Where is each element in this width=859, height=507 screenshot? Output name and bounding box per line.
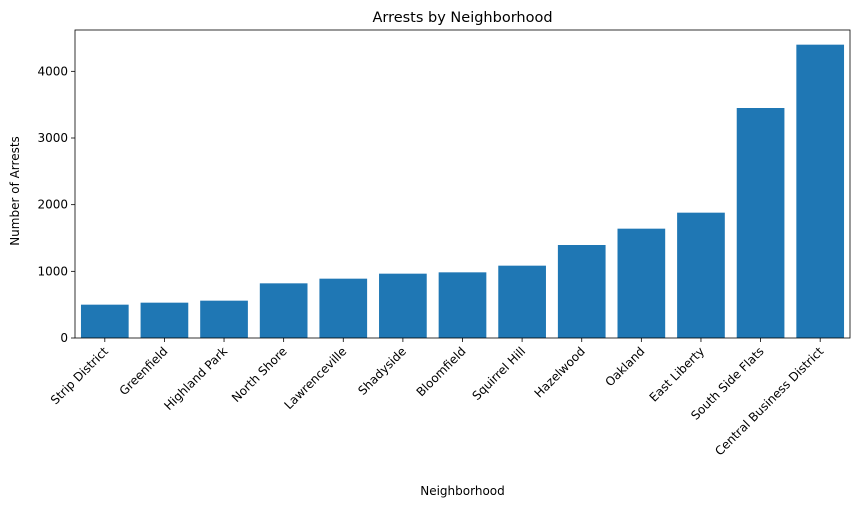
x-tick-label: Shadyside xyxy=(355,344,409,398)
bar xyxy=(438,272,487,338)
x-axis-label: Neighborhood xyxy=(420,484,505,498)
bar xyxy=(140,302,189,338)
x-tick-label: Lawrenceville xyxy=(282,344,350,412)
y-tick-label: 4000 xyxy=(37,64,68,78)
bar xyxy=(259,283,308,338)
x-tick-label: Central Business District xyxy=(712,344,826,458)
y-tick-label: 0 xyxy=(60,331,68,345)
bar xyxy=(796,44,845,339)
x-tick-label: Oakland xyxy=(602,344,647,389)
chart-title: Arrests by Neighborhood xyxy=(372,10,552,26)
y-tick-label: 3000 xyxy=(37,131,68,145)
bar xyxy=(736,108,785,338)
x-tick-label: Hazelwood xyxy=(532,344,588,400)
x-tick-label: North Shore xyxy=(229,344,290,405)
bar xyxy=(498,265,546,338)
bar xyxy=(200,300,248,338)
y-tick-label: 2000 xyxy=(37,198,68,212)
x-tick-label: Strip District xyxy=(48,344,111,407)
y-tick-label: 1000 xyxy=(37,264,68,278)
y-axis-label: Number of Arrests xyxy=(8,136,22,246)
bar xyxy=(557,245,606,338)
x-tick-label: Greenfield xyxy=(117,344,171,398)
x-tick-label: East Liberty xyxy=(647,344,707,404)
bar xyxy=(677,212,725,338)
bar xyxy=(617,228,666,338)
x-tick-label: Squirrel Hill xyxy=(469,344,528,403)
x-tick-label: Bloomfield xyxy=(414,344,469,399)
bar xyxy=(319,278,368,338)
plot-frame xyxy=(74,29,851,339)
x-tick-label: Highland Park xyxy=(161,344,230,413)
y-axis-ticks: 0 1000 2000 3000 4000 xyxy=(37,64,75,345)
bar xyxy=(379,273,427,338)
bars-group xyxy=(80,44,845,339)
bar xyxy=(80,304,129,338)
